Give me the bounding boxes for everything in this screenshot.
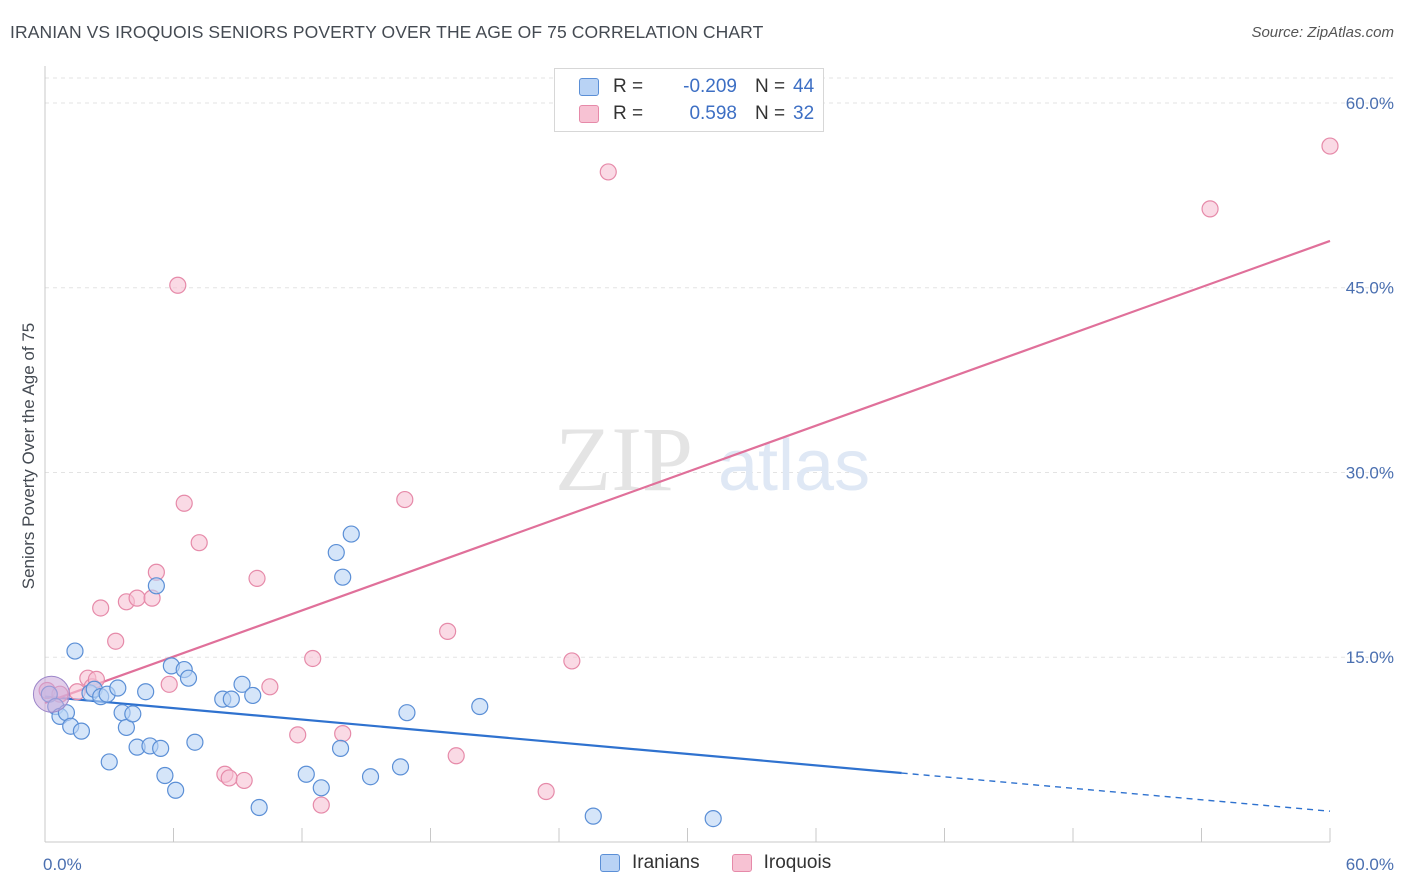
- trend-line-iranians: [44, 695, 902, 775]
- watermark: ZIP atlas: [555, 408, 870, 510]
- point-iroquois: [220, 769, 238, 787]
- legend-swatch-iranians: [579, 78, 599, 96]
- point-iroquois: [175, 494, 193, 512]
- legend-r-label: R =: [613, 103, 644, 124]
- trend-line-iranians-extension: [901, 772, 1331, 812]
- point-iranians: [147, 577, 165, 595]
- point-iranians: [152, 739, 170, 757]
- point-iroquois: [92, 599, 110, 617]
- legend-n-value: 44: [793, 76, 815, 97]
- chart-title: IRANIAN VS IROQUOIS SENIORS POVERTY OVER…: [10, 22, 764, 42]
- legend-row-iranians: R = -0.209 N = 44: [579, 75, 814, 99]
- legend-n-value: 32: [793, 103, 815, 124]
- y-tick-label: 30.0%: [1346, 463, 1394, 482]
- series-legend: Iranians Iroquois: [600, 852, 863, 874]
- watermark-zip: ZIP: [555, 408, 693, 510]
- y-tick-label: 60.0%: [1346, 94, 1394, 113]
- point-cluster: [32, 675, 70, 713]
- x-tick-labels: 0.0% 60.0%: [43, 855, 1394, 874]
- point-iranians: [100, 753, 118, 771]
- watermark-atlas: atlas: [718, 426, 870, 506]
- point-iranians: [137, 683, 155, 701]
- legend-row-iroquois: R = 0.598 N = 32: [579, 102, 814, 126]
- point-iroquois: [128, 589, 146, 607]
- legend-r-label: R =: [613, 76, 644, 97]
- point-iranians: [186, 733, 204, 751]
- point-iroquois: [107, 632, 125, 650]
- y-axis-title: Seniors Poverty Over the Age of 75: [19, 323, 38, 589]
- point-iroquois: [169, 276, 187, 294]
- point-iranians: [179, 669, 198, 687]
- point-iroquois: [235, 771, 253, 790]
- point-iranians: [167, 781, 185, 799]
- point-iroquois: [563, 652, 581, 670]
- point-iroquois: [396, 490, 414, 509]
- trend-line-iroquois: [44, 239, 1331, 704]
- point-iranians: [471, 697, 489, 716]
- legend-label-iroquois: Iroquois: [763, 852, 832, 873]
- point-iranians: [109, 679, 127, 697]
- correlation-legend: R = -0.209 N = 44 R = 0.598 N = 32: [554, 68, 824, 132]
- point-iranians: [584, 807, 602, 825]
- point-iranians: [124, 705, 142, 723]
- point-iroquois: [599, 163, 617, 181]
- point-iranians: [312, 779, 330, 797]
- legend-swatch-iranians: [600, 854, 620, 872]
- legend-n-label: N =: [755, 103, 786, 124]
- legend-r-value: 0.598: [689, 103, 737, 124]
- legend-n-label: N =: [755, 76, 786, 97]
- point-iranians: [297, 765, 315, 783]
- legend-swatch-iroquois: [579, 105, 599, 123]
- point-iranians: [334, 568, 352, 586]
- point-iranians: [391, 758, 410, 776]
- point-iranians: [222, 690, 240, 708]
- trend-lines: [44, 239, 1331, 812]
- point-iroquois: [160, 675, 178, 693]
- point-iranians: [327, 543, 345, 562]
- axes: [44, 66, 1331, 843]
- point-iroquois: [439, 622, 457, 640]
- source-label: Source: ZipAtlas.com: [1251, 24, 1394, 41]
- legend-item-iranians: Iranians: [600, 852, 700, 874]
- point-iroquois: [261, 678, 279, 696]
- point-iranians: [331, 739, 350, 757]
- point-iroquois: [1201, 200, 1219, 218]
- legend-r-value: -0.209: [683, 76, 737, 97]
- point-iroquois: [537, 782, 555, 801]
- point-iroquois: [190, 534, 208, 552]
- point-iranians: [361, 768, 380, 786]
- legend-item-iroquois: Iroquois: [731, 852, 832, 874]
- point-iranians: [398, 704, 416, 722]
- point-iroquois: [334, 725, 352, 743]
- point-iroquois: [289, 726, 307, 744]
- y-tick-label: 45.0%: [1346, 279, 1394, 298]
- x-tick-label: 0.0%: [43, 855, 82, 874]
- y-tick-label: 15.0%: [1346, 648, 1394, 667]
- point-iroquois: [248, 569, 266, 588]
- point-iroquois: [304, 649, 322, 668]
- point-iranians: [704, 809, 722, 828]
- legend-label-iranians: Iranians: [632, 852, 700, 873]
- data-points: [32, 137, 1339, 828]
- point-iranians: [66, 642, 84, 660]
- point-iroquois: [1321, 137, 1339, 155]
- point-iranians: [72, 722, 91, 740]
- x-tick-label: 60.0%: [1346, 855, 1394, 874]
- point-iranians: [342, 525, 360, 543]
- y-tick-labels: 15.0% 30.0% 45.0% 60.0%: [1346, 94, 1394, 667]
- gridlines: [45, 77, 1394, 658]
- point-iroquois: [312, 796, 330, 814]
- point-iranians: [233, 675, 251, 693]
- point-iranians: [156, 766, 174, 785]
- legend-swatch-iroquois: [731, 854, 752, 872]
- point-iroquois: [447, 747, 465, 765]
- point-iranians: [244, 686, 262, 705]
- point-iranians: [250, 798, 268, 817]
